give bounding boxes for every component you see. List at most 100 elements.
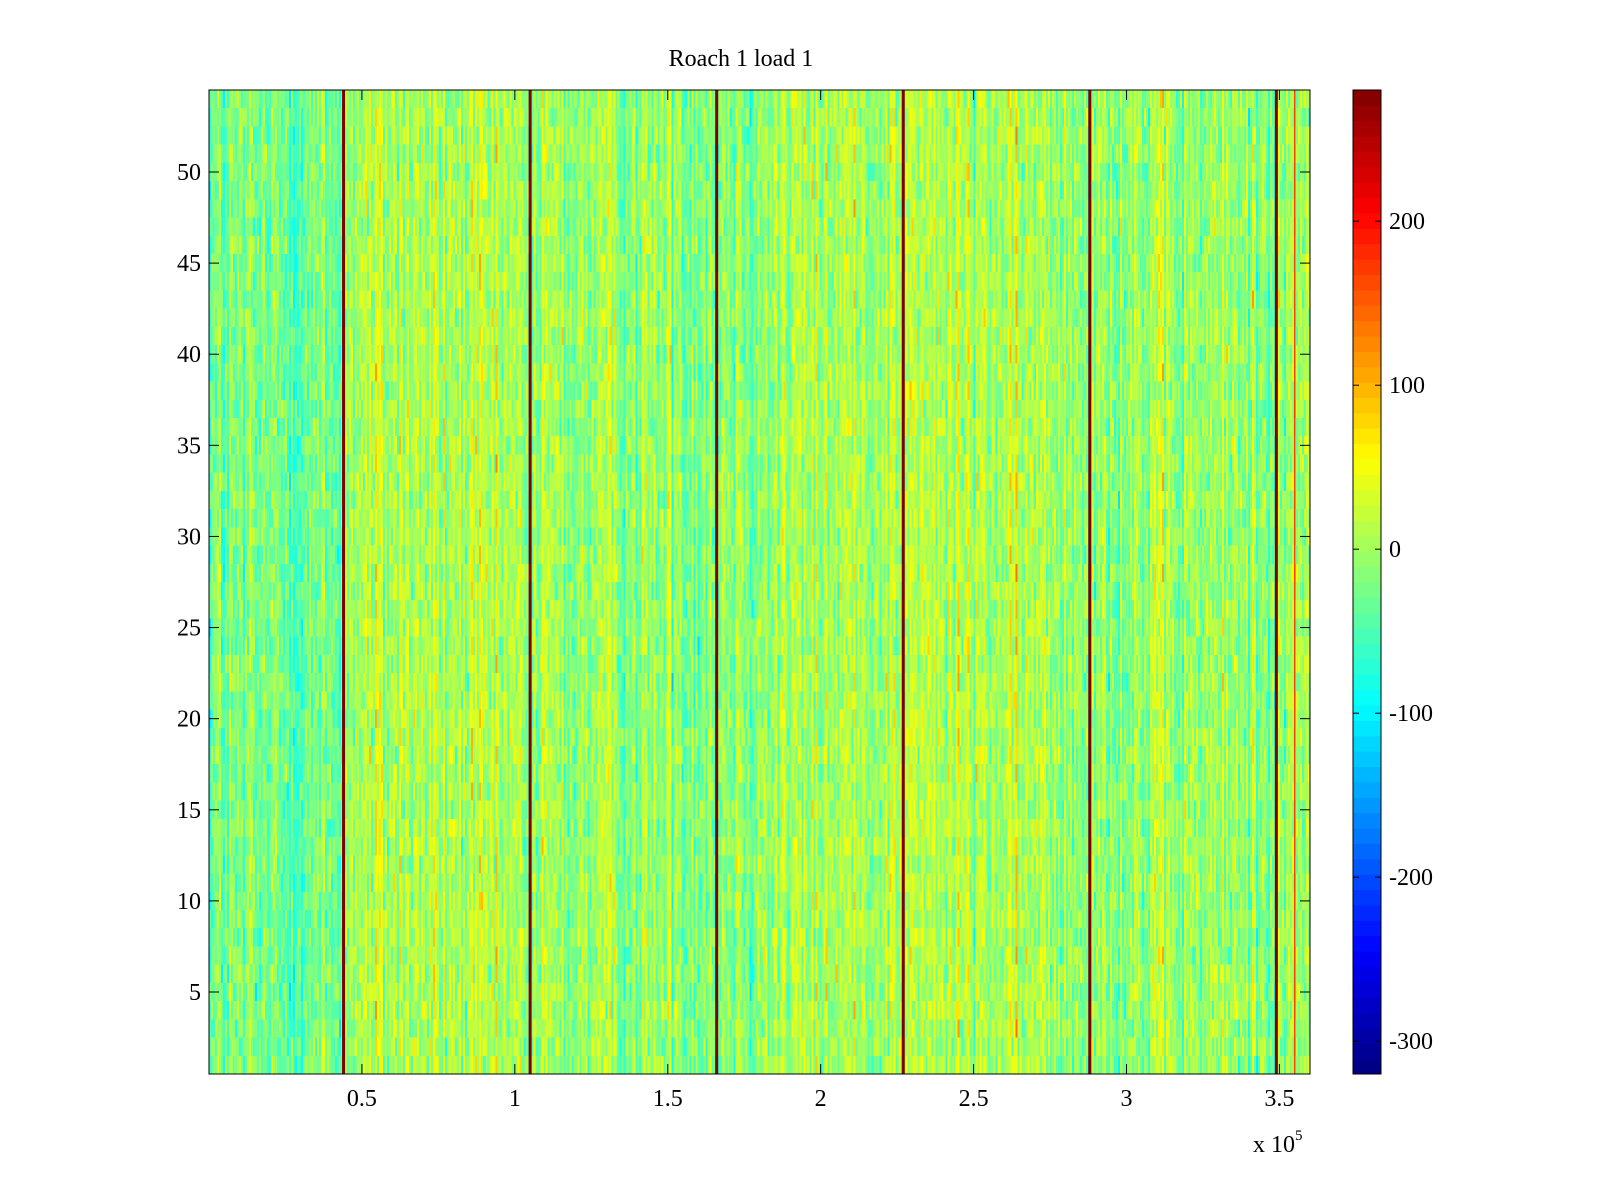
colorbar-ticks: 200 100 0 -100 -200 -300 [1353,209,1433,1055]
colorbar-band [1353,658,1381,675]
colorbar-band [1353,274,1381,291]
heatmap [209,90,1310,1074]
colorbar-band [1353,612,1381,629]
chart-title: Roach 1 load 1 [669,46,814,72]
y-tick-label: 15 [177,798,201,824]
colorbar-band [1353,228,1381,245]
x-tick-label: 2 [815,1086,827,1112]
spike-column [342,90,346,1074]
colorbar: 200 100 0 -100 -200 -300 [1352,89,1433,1075]
colorbar-band [1353,951,1381,967]
colorbar-band [1353,366,1381,383]
colorbar-frame [1352,89,1382,1075]
colorbar-band [1353,443,1381,460]
colorbar-band [1353,397,1381,414]
colorbar-tick-label: 200 [1389,209,1425,235]
spike-column [1088,90,1092,1074]
colorbar-band [1353,305,1381,322]
colorbar-band [1353,182,1381,199]
colorbar-band [1353,766,1381,783]
colorbar-band [1353,966,1381,983]
colorbar-band [1353,643,1381,660]
colorbar-band [1353,935,1381,952]
colorbar-band [1353,1043,1381,1060]
spike-column [1274,90,1278,1074]
y-tick-label: 25 [177,616,201,642]
y-tick-label: 10 [177,889,201,915]
colorbar-band [1353,166,1381,183]
y-tick-label: 50 [177,160,201,186]
colorbar-band [1353,674,1381,691]
colorbar-band [1353,1058,1381,1075]
colorbar-band [1353,320,1381,337]
y-tick-label: 5 [189,980,201,1006]
colorbar-band [1353,689,1381,706]
colorbar-band [1353,474,1381,491]
colorbar-band [1353,489,1381,506]
colorbar-band [1353,120,1381,137]
colorbar-band [1353,582,1381,598]
colorbar-band [1353,1012,1381,1029]
x-tick-label: 1.5 [653,1086,683,1112]
colorbar-band [1353,459,1381,475]
colorbar-band [1353,428,1381,445]
colorbar-band [1353,412,1381,429]
x-axis: 0.5 1 1.5 2 2.5 3 3.5 [347,90,1294,1112]
colorbar-band [1353,351,1381,368]
colorbar-band [1353,105,1381,122]
colorbar-band [1353,505,1381,521]
colorbar-band [1353,213,1381,229]
colorbar-band [1353,828,1381,844]
y-tick-label: 20 [177,707,201,733]
colorbar-band [1353,90,1381,106]
x-tick-label: 3 [1121,1086,1133,1112]
spike-column [901,90,905,1074]
colorbar-band [1353,1027,1381,1044]
colorbar-band [1353,520,1381,537]
y-tick-label: 45 [177,251,201,277]
colorbar-band [1353,735,1381,752]
colorbar-band [1353,259,1381,275]
colorbar-band [1353,858,1381,875]
colorbar-band [1353,289,1381,306]
colorbar-tick-label: 0 [1389,537,1401,563]
colorbar-band [1353,705,1381,721]
colorbar-band [1353,797,1381,814]
colorbar-band [1353,812,1381,829]
x-tick-label: 3.5 [1264,1086,1294,1112]
colorbar-tick-label: -100 [1389,701,1433,727]
colorbar-tick-label: -200 [1389,865,1433,891]
colorbar-band [1353,843,1381,860]
y-tick-label: 35 [177,433,201,459]
colorbar-band [1353,136,1381,152]
colorbar-band [1353,151,1381,168]
colorbar-band [1353,889,1381,906]
colorbar-band [1353,243,1381,260]
colorbar-band [1353,997,1381,1013]
heatmap-image [209,90,1310,1074]
colorbar-gradient [1353,90,1381,1075]
colorbar-band [1353,336,1381,352]
colorbar-band [1353,720,1381,737]
colorbar-band [1353,874,1381,890]
colorbar-band [1353,904,1381,921]
spike-column [715,90,719,1074]
colorbar-band [1353,781,1381,798]
colorbar-band [1353,197,1381,214]
x-tick-label: 0.5 [347,1086,377,1112]
colorbar-band [1353,981,1381,998]
colorbar-band [1353,751,1381,767]
colorbar-band [1353,597,1381,614]
colorbar-tick-label: 100 [1389,373,1425,399]
x-tick-label: 2.5 [959,1086,989,1112]
y-axis: 5 10 15 20 25 30 35 40 45 50 [177,160,1310,1006]
x-exponent-label: x 105 [1253,1128,1303,1158]
colorbar-band [1353,535,1381,552]
spike-column [528,90,532,1074]
colorbar-band [1353,628,1381,644]
plot-frame [208,89,1311,1075]
colorbar-band [1353,920,1381,937]
spike-columns [342,90,1296,1074]
colorbar-tick-label: -300 [1389,1029,1433,1055]
